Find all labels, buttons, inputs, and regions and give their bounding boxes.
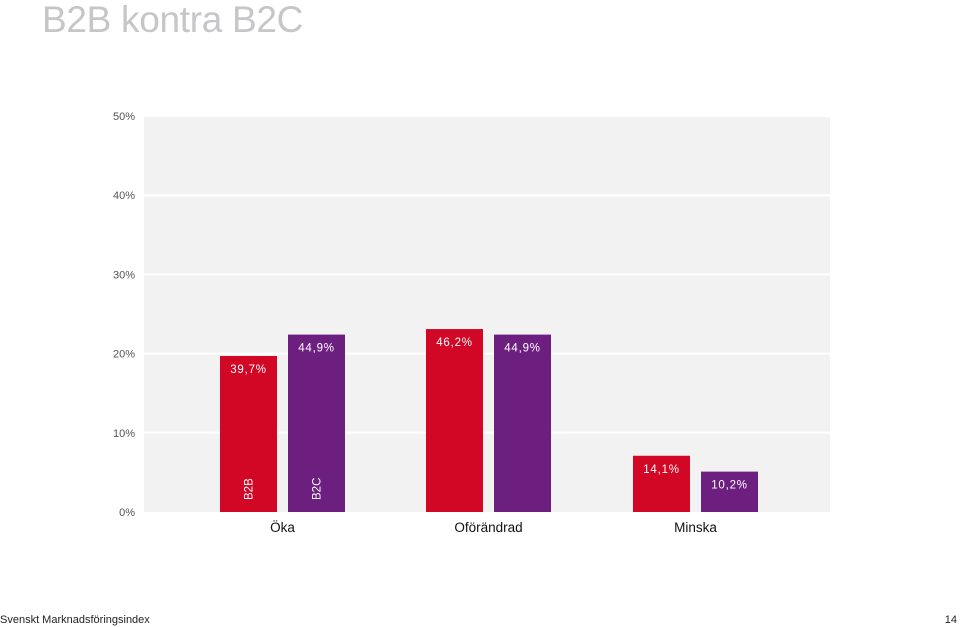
bar-b2b [426,329,483,512]
data-label: 44,9% [298,343,335,355]
bar-b2b [220,355,277,512]
category-label: Minska [674,520,717,535]
bar-b2c [494,334,551,512]
data-label: 14,1% [643,464,680,476]
footer-publication: Svenskt Marknadsföringsindex [0,614,150,626]
legend-label-b2c: B2C [312,478,324,500]
data-label: 39,7% [230,364,267,376]
data-label: 10,2% [711,480,748,492]
category-label: Oförändrad [454,520,522,535]
bar-b2b [633,455,690,512]
y-tick-label: 50% [113,111,135,123]
category-label: Öka [270,520,295,535]
data-label: 44,9% [504,343,541,355]
footer-page-number: 14 [944,614,957,626]
y-tick-label: 40% [113,190,135,202]
bar-b2c [701,471,758,512]
y-tick-label: 20% [113,349,135,361]
y-tick-label: 0% [119,507,135,519]
legend-label-b2b: B2B [244,478,256,500]
data-label: 46,2% [436,337,473,349]
y-tick-label: 30% [113,269,135,281]
y-tick-label: 10% [113,428,135,440]
bar-b2c [288,334,345,512]
page-title: B2B kontra B2C [42,0,304,40]
